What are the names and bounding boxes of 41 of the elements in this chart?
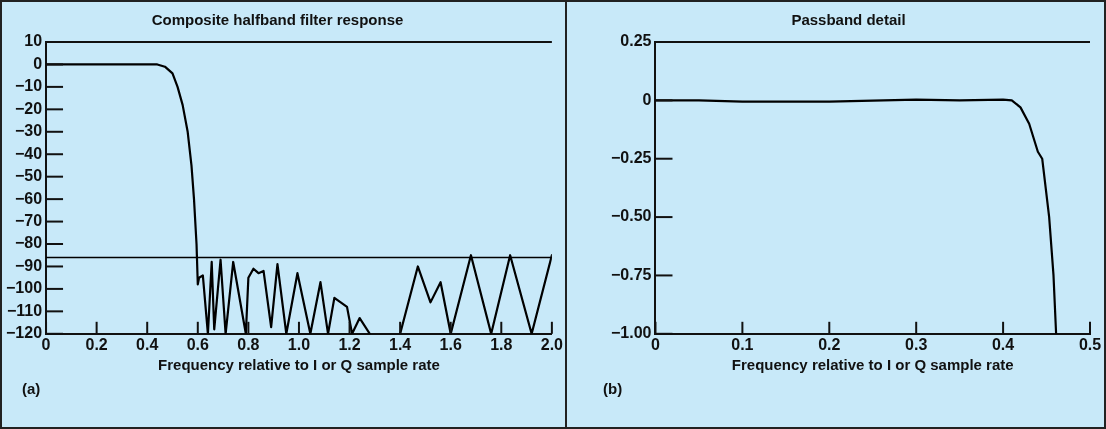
y-tick-label: −0.50 bbox=[611, 207, 652, 225]
x-tick-label: 1.2 bbox=[338, 335, 361, 353]
x-tick-label: 0.3 bbox=[905, 335, 928, 353]
y-tick-label: 0 bbox=[642, 90, 652, 108]
x-axis-title: Frequency relative to I or Q sample rate bbox=[731, 356, 1014, 374]
y-tick-label: −20 bbox=[14, 99, 43, 117]
x-tick-label: 1.0 bbox=[287, 335, 311, 353]
y-tick-label: 0.25 bbox=[620, 32, 652, 50]
y-tick-label: −110 bbox=[6, 301, 43, 319]
x-tick-label: 0.4 bbox=[991, 335, 1015, 353]
x-tick-label: 0.5 bbox=[1078, 335, 1102, 353]
y-tick-label: −50 bbox=[14, 167, 43, 185]
x-axis-title: Frequency relative to I or Q sample rate bbox=[158, 356, 440, 374]
x-tick-label: 0.4 bbox=[136, 335, 159, 353]
x-tick-label: 0.6 bbox=[186, 335, 210, 353]
y-tick-label: −10 bbox=[14, 77, 43, 95]
y-tick-label: 10 bbox=[24, 32, 43, 50]
y-tick-label: −100 bbox=[5, 279, 43, 297]
y-tick-label: −90 bbox=[14, 256, 43, 274]
x-tick-label: 0.2 bbox=[85, 335, 108, 353]
y-tick-label: −1.00 bbox=[611, 324, 652, 342]
y-tick-label: −120 bbox=[5, 324, 43, 342]
x-tick-label: 1.4 bbox=[389, 335, 412, 353]
text: (b) bbox=[603, 380, 623, 397]
y-tick-label: −30 bbox=[14, 122, 43, 140]
x-tick-label: 1.8 bbox=[490, 335, 513, 353]
y-tick-label: −0.75 bbox=[611, 265, 652, 283]
y-tick-label: −80 bbox=[14, 234, 43, 252]
x-tick-label: 2.0 bbox=[540, 335, 564, 353]
x-tick-label: 0.2 bbox=[818, 335, 841, 353]
y-tick-label: −60 bbox=[14, 189, 43, 207]
y-tick-label: 0 bbox=[33, 54, 43, 72]
chart-title: Passband detail bbox=[791, 11, 906, 29]
y-tick-label: −40 bbox=[14, 144, 43, 162]
chart-title: Composite halfband filter response bbox=[151, 11, 404, 29]
x-tick-label: 0.8 bbox=[237, 335, 260, 353]
x-tick-label: 1.6 bbox=[439, 335, 462, 353]
y-tick-label: −0.25 bbox=[611, 149, 652, 167]
text: (a) bbox=[22, 380, 41, 397]
y-tick-label: −70 bbox=[14, 211, 43, 229]
x-tick-label: 0.1 bbox=[731, 335, 754, 353]
